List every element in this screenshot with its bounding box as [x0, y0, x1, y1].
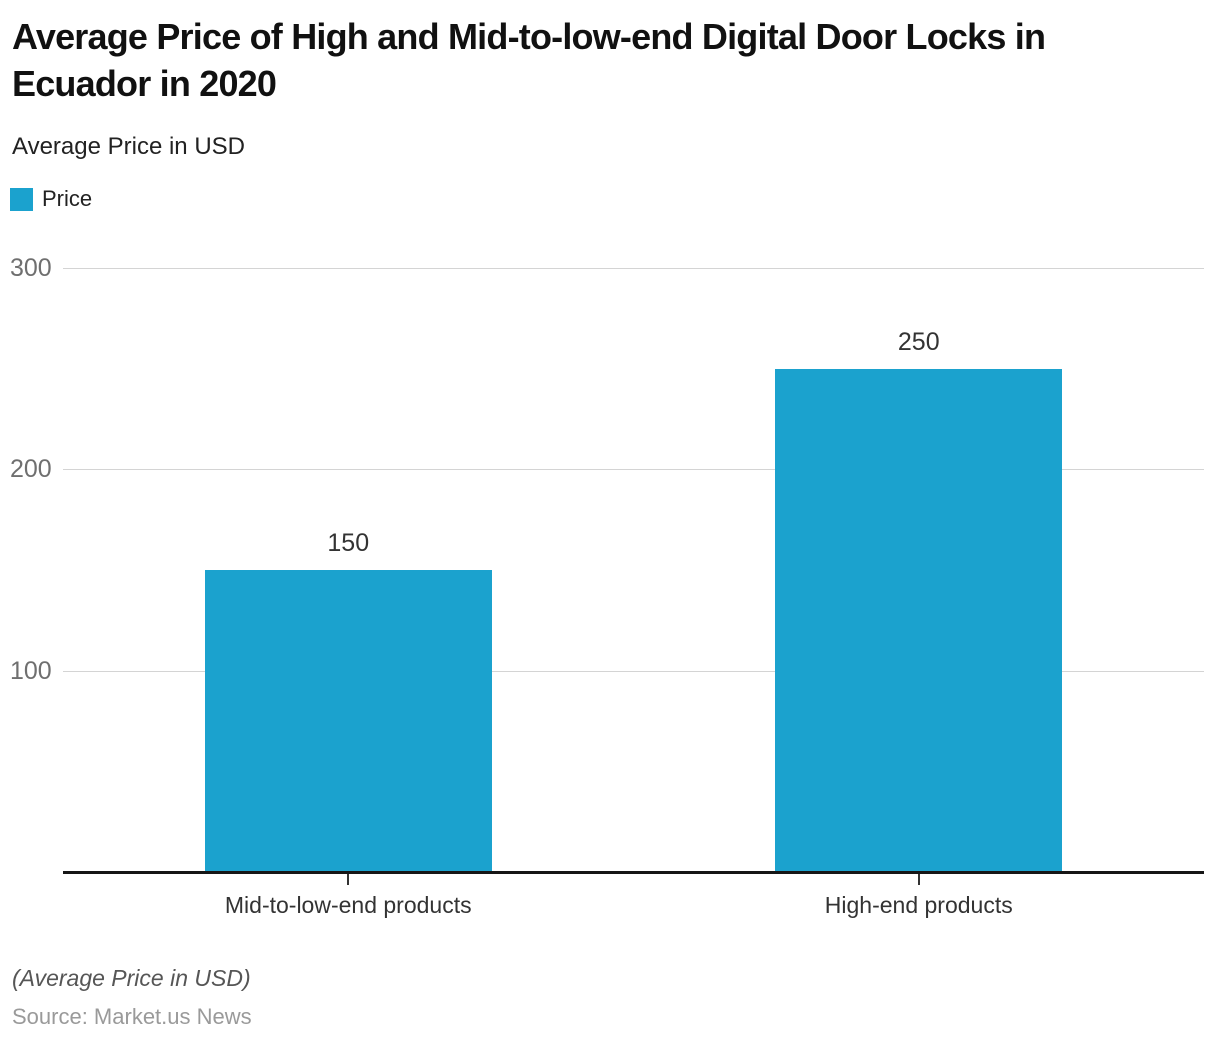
x-tick-2 [917, 874, 920, 885]
bar-value-label-1: 150 [327, 529, 370, 557]
x-axis-line [63, 871, 1204, 874]
legend-swatch-icon [10, 187, 33, 211]
x-category-label-2: High-end products [824, 892, 1013, 918]
bar-1 [204, 570, 492, 872]
bar-value-label-2: 250 [897, 327, 940, 356]
bar-2 [775, 368, 1063, 872]
gridline-200 [63, 469, 1204, 471]
source-attribution: Source: Market.us News [12, 1004, 252, 1029]
legend-label: Price [42, 186, 93, 211]
x-tick-1 [347, 874, 350, 885]
chart-subtitle: Average Price in USD [12, 133, 245, 160]
y-tick-label-200: 200 [10, 455, 52, 484]
legend: Price [10, 186, 92, 212]
chart-title: Average Price of High and Mid-to-low-end… [12, 16, 1046, 104]
gridline-100 [63, 670, 1204, 672]
x-category-label-1: Mid-to-low-end products [224, 892, 472, 918]
gridline-300 [63, 268, 1204, 269]
footnote: (Average Price in USD) [12, 965, 251, 991]
plot-area: 150 250 [63, 268, 1204, 872]
y-tick-label-300: 300 [10, 254, 52, 282]
y-tick-label-100: 100 [10, 656, 52, 685]
